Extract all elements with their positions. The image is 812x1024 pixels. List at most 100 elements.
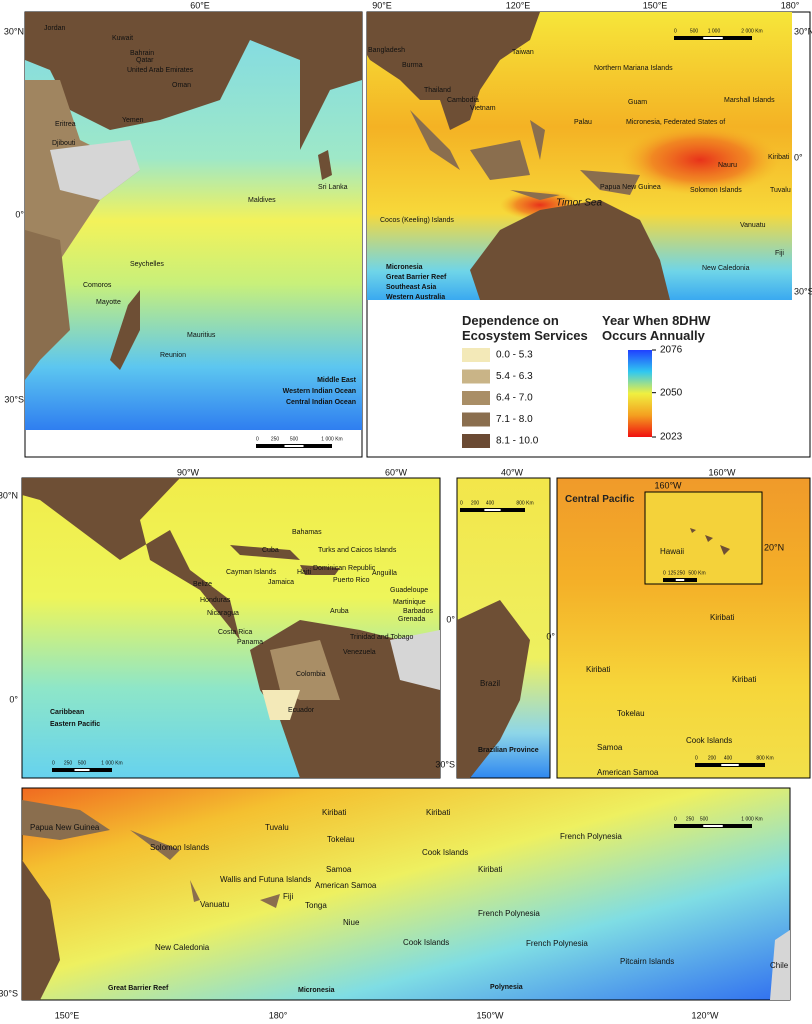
- land: [25, 12, 362, 150]
- place-label: Grenada: [398, 616, 425, 623]
- legend-swatch: [462, 412, 490, 427]
- scale-bar: [675, 579, 685, 581]
- land: [50, 140, 140, 200]
- place-label: Vanuatu: [200, 900, 229, 909]
- axis-label: 60°E: [190, 0, 210, 10]
- panel-map: [22, 800, 790, 1000]
- place-label: Cook Islands: [686, 736, 732, 745]
- place-label: Martinique: [393, 599, 426, 606]
- panel-title: Central Pacific: [565, 494, 635, 505]
- axis-label: 180°: [269, 1010, 288, 1020]
- axis-label: 90°E: [372, 0, 392, 10]
- place-label: Micronesia, Federated States of: [626, 119, 725, 126]
- axis-label: 30°N: [4, 26, 24, 36]
- region-label: Central Indian Ocean: [286, 399, 356, 406]
- place-label: Solomon Islands: [150, 843, 209, 852]
- land: [110, 290, 140, 370]
- place-label: American Samoa: [597, 768, 659, 777]
- place-label: Marshall Islands: [724, 97, 775, 104]
- place-label: Nicaragua: [207, 610, 239, 617]
- place-label: Puerto Rico: [333, 577, 370, 584]
- land: [770, 930, 790, 1000]
- land: [318, 150, 332, 180]
- place-label: Cook Islands: [422, 848, 468, 857]
- place-label: Kiribati: [426, 808, 451, 817]
- place-label: French Polynesia: [560, 832, 622, 841]
- legend-label: 7.1 - 8.0: [496, 414, 533, 425]
- region-label: Eastern Pacific: [50, 721, 100, 728]
- land: [410, 110, 640, 200]
- place-label: Tokelau: [617, 709, 645, 718]
- land: [25, 230, 70, 380]
- place-label: Kuwait: [112, 35, 133, 42]
- place-label: Costa Rica: [218, 629, 252, 636]
- place-label: Ecuador: [288, 707, 315, 714]
- scale-label: 200: [471, 500, 480, 506]
- region-label: Western Australia: [386, 294, 445, 301]
- place-label: Chile: [770, 961, 789, 970]
- region-label: Southeast Asia: [386, 284, 436, 291]
- place-label: Thailand: [424, 87, 451, 94]
- region-label: Micronesia: [298, 987, 335, 994]
- place-label: New Caledonia: [702, 265, 750, 272]
- place-label: Djibouti: [52, 140, 76, 147]
- legend-label: 5.4 - 6.3: [496, 371, 533, 382]
- scale-label: 250: [271, 436, 280, 442]
- place-label: Cook Islands: [403, 938, 449, 947]
- place-label: Kiribati: [768, 154, 790, 161]
- axis-label: 20°N: [764, 542, 784, 552]
- place-label: Yemen: [122, 117, 144, 124]
- panel-map: [457, 600, 530, 778]
- axis-label: 150°W: [476, 1010, 504, 1020]
- land: [230, 545, 340, 575]
- scale-label: 800 Km: [756, 755, 773, 761]
- place-label: Trinidad and Tobago: [350, 634, 414, 641]
- place-label: Papua New Guinea: [30, 823, 100, 832]
- axis-label: 0°: [15, 209, 24, 219]
- scale-label: 1 000: [708, 28, 721, 34]
- legend-swatch: [462, 391, 490, 405]
- panel-frame: [21, 787, 791, 1001]
- land: [22, 478, 240, 640]
- place-label: Northern Mariana Islands: [594, 65, 673, 72]
- legend-label: 8.1 - 10.0: [496, 436, 539, 447]
- place-label: Panama: [237, 639, 263, 646]
- legend-swatch: [462, 348, 490, 362]
- land: [690, 528, 730, 555]
- scale-label: 400: [486, 500, 495, 506]
- scale-label: 0: [674, 28, 677, 34]
- scale-bar: [721, 764, 739, 766]
- place-label: Aruba: [330, 608, 349, 615]
- region-label: Middle East: [317, 377, 357, 384]
- axis-label: 150°E: [643, 0, 668, 10]
- scale-label: 500: [78, 760, 87, 766]
- place-label: Timor Sea: [556, 198, 602, 209]
- axis-label: 0°: [9, 694, 18, 704]
- land: [367, 12, 540, 130]
- place-label: Bahamas: [292, 529, 322, 536]
- axis-label: 180°: [781, 0, 800, 10]
- scale-label: 500: [700, 816, 709, 822]
- place-label: Papua New Guinea: [600, 184, 661, 191]
- land: [270, 640, 340, 700]
- place-label: Venezuela: [343, 649, 376, 656]
- place-label: Jamaica: [268, 579, 294, 586]
- scale-label: 800 Km: [516, 500, 533, 506]
- place-label: Bangladesh: [368, 47, 405, 54]
- place-label: Oman: [172, 82, 191, 89]
- colorbar-tick-label: 2076: [660, 345, 683, 356]
- scale-bar: [703, 37, 723, 39]
- place-label: Tonga: [305, 901, 327, 910]
- scale-label: 0: [663, 570, 666, 576]
- place-label: Dominican Republic: [313, 565, 376, 572]
- axis-label: 30°N: [794, 26, 812, 36]
- place-label: French Polynesia: [526, 939, 588, 948]
- place-label: Fiji: [775, 250, 784, 257]
- axis-label: 160°W: [654, 480, 682, 490]
- axis-label: 120°E: [506, 0, 531, 10]
- place-label: Tokelau: [327, 835, 355, 844]
- scale-label: 0: [695, 755, 698, 761]
- scale-label: 500: [690, 28, 699, 34]
